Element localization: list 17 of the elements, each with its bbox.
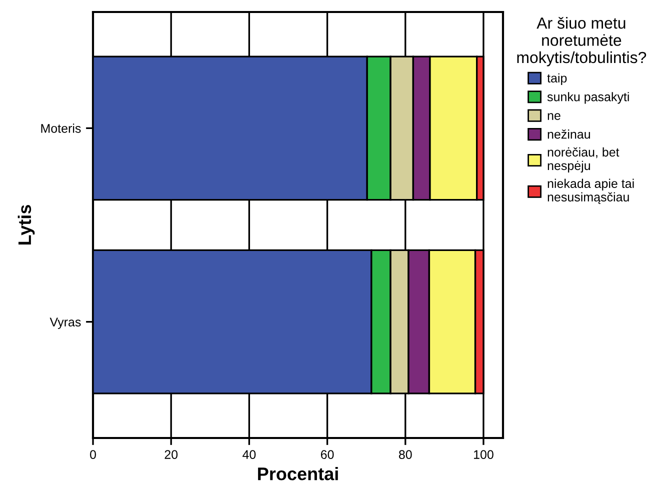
y-tick-label: Vyras — [50, 318, 81, 329]
legend-label: taip — [547, 73, 567, 86]
x-tick-label: 0 — [90, 450, 96, 459]
legend-title: Ar šiuo metu noretumėte mokytis/tobulintis? — [517, 16, 646, 66]
x-tick-label: 60 — [320, 450, 334, 459]
legend-label: sunku pasakyti — [547, 92, 629, 104]
legend-label: norėčiau, bet nespėju — [548, 147, 620, 173]
y-axis-title: Lytis — [18, 205, 35, 245]
x-tick-label: 40 — [242, 450, 256, 459]
legend-label: nežinau — [548, 129, 590, 139]
x-axis-title: Procentai — [258, 467, 338, 480]
x-tick-label: 80 — [398, 450, 412, 459]
legend-label: ne — [548, 113, 560, 120]
x-tick-label: 20 — [164, 450, 178, 459]
legend-label: niekada apie tai nesusimąsčiau — [548, 178, 634, 204]
y-tick-label: Moteris — [41, 124, 81, 133]
x-tick-label: 100 — [474, 450, 494, 459]
